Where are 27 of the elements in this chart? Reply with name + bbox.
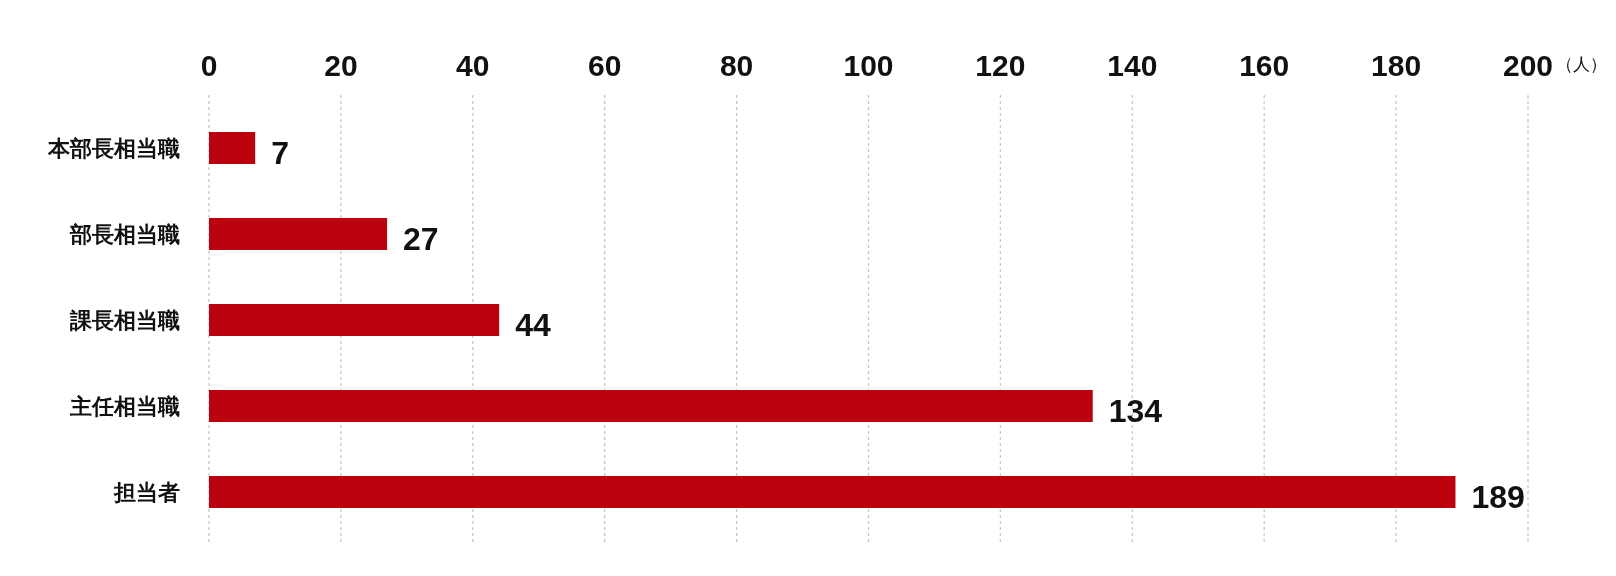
x-tick-label: 120 <box>975 49 1026 82</box>
x-tick-label: 140 <box>1107 49 1158 82</box>
data-label: 134 <box>1108 393 1163 429</box>
x-tick-label: 200 <box>1502 49 1554 82</box>
bar <box>209 476 1456 508</box>
y-tick-label: 課長相当職 <box>69 308 180 333</box>
x-tick-label: 180 <box>1371 49 1422 82</box>
x-axis-title: （人） <box>1556 55 1607 74</box>
bar <box>209 132 256 164</box>
data-label: 7 <box>271 135 289 171</box>
x-tick-label: 20 <box>324 49 358 82</box>
y-tick-label: 部長相当職 <box>69 222 180 247</box>
x-tick-label: 80 <box>719 49 754 82</box>
y-tick-label: 本部長相当職 <box>47 136 180 161</box>
x-tick-label: 40 <box>456 49 490 82</box>
bar <box>209 304 500 336</box>
x-tick-label: 60 <box>588 49 622 82</box>
y-tick-label: 担当者 <box>113 480 180 505</box>
x-tick-label: 160 <box>1239 49 1290 82</box>
y-tick-label: 主任相当職 <box>69 394 180 419</box>
data-label: 189 <box>1471 479 1525 515</box>
data-label: 27 <box>403 221 439 257</box>
x-tick-label: 100 <box>843 49 894 82</box>
data-label: 44 <box>515 307 551 343</box>
bar <box>209 390 1093 422</box>
x-tick-label: 0 <box>200 49 218 82</box>
bar <box>209 218 388 250</box>
